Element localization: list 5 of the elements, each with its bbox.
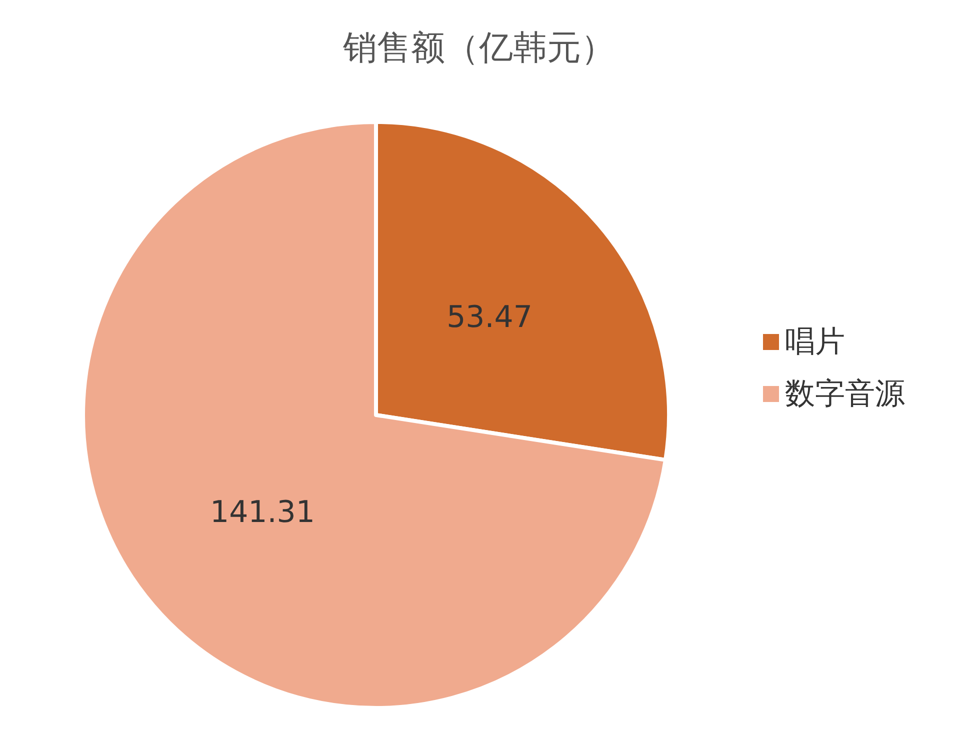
legend-label: 唱片: [785, 324, 845, 360]
chart-title: 销售额（亿韩元）: [342, 28, 615, 68]
legend-label: 数字音源: [785, 376, 905, 412]
data-label: 53.47: [446, 300, 532, 336]
data-label: 141.31: [210, 494, 315, 530]
